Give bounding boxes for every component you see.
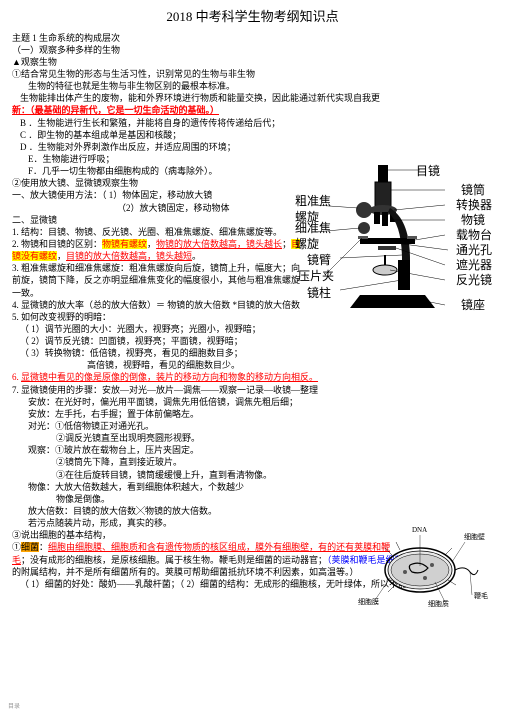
- label-jingbi: 镜臂: [307, 252, 331, 268]
- label-jingzuo: 镜座: [461, 297, 485, 313]
- label-bianmao: 鞭毛: [474, 592, 488, 601]
- label-tongguangkong: 通光孔: [456, 242, 492, 258]
- para-3-1: 1. 结构：目镜、物镜、反光镜、光圈、粗准焦螺旋、细准焦螺旋等。: [12, 226, 302, 238]
- para-1-red: 新：（最基础的异新代，它是一切生命活动的基础。）: [12, 104, 493, 116]
- para-3-7-8: 物像：大放大倍数越大，看到细胞体积越大，个数越少: [12, 481, 362, 493]
- page-title: 2018 中考科学生物考纲知识点: [12, 8, 493, 26]
- para-3-7-6: ②镜筒先下降，直到接近玻片。: [12, 456, 362, 468]
- para-3-5-3: （ 3）转换物镜：低倍镜，视野亮，看见的细胞数目多；: [12, 347, 493, 359]
- para-3-2: 2. 物镜和目镜的区别：物镜有螺纹，物镜的放大倍数越高，镜头越长；目镜没有螺纹，…: [12, 238, 302, 262]
- para-1-main: ①结合常见生物的形态与生活习性，识别常见的生物与非生物: [12, 68, 493, 80]
- heading-sub1: （一）观察多种多样的生物: [12, 44, 493, 56]
- hl-orange: 细菌: [21, 542, 39, 552]
- para-2: ②使用放大镜、显微镜观察生物: [12, 177, 302, 189]
- label-xizhunjiao: 细准焦螺旋: [295, 220, 335, 252]
- para-3: 二、显微镜: [12, 214, 302, 226]
- red-1: 物镜的放大倍数越高，镜头越长: [156, 239, 282, 249]
- p3-6-num: 6.: [12, 372, 21, 382]
- para-d: D ．生物能对外界刺激作出反应，并适应周围的环境；: [12, 141, 493, 153]
- para-3-7-3: 对光：①低倍物镜正对通光孔。: [12, 420, 362, 432]
- p4b: ；没有成形的细胞核，是原核细胞。属于核生物。鞭毛则是细菌的运动器官；: [21, 555, 327, 565]
- para-3-2b: ，: [147, 239, 156, 249]
- para-3-5-3b: 高倍镜，视野暗，看见的细胞数目少。: [12, 359, 493, 371]
- para-1-sub: 生物的特征也就是生物与非生物区别的最根本标准。: [12, 80, 493, 92]
- para-c: C ．即生物的基本组成单是基因和核酸；: [12, 129, 493, 141]
- para-3-7-4: ②调反光镜直至出现明亮圆形视野。: [12, 432, 362, 444]
- para-3-7-7: ③在往后旋转目镜，镜筒缓缓慢上升，直到看清物像。: [12, 469, 362, 481]
- para-1-cont: 生物能排出体产生的废物，能和外界环境进行物质和能量交换，因此能通过新代实现自我更: [12, 92, 493, 104]
- para-3-7-1: 安放：在光好时，偏光用平面镜，调焦先用低倍镜，调焦先粗后细；: [12, 396, 493, 408]
- para-3-2d: ，: [57, 251, 66, 261]
- page-footer: 目录: [8, 703, 20, 711]
- para-3-7-5: 观察：①玻片放在载物台上，压片夹固定。: [12, 444, 362, 456]
- label-zheguangqi: 遮光器: [456, 257, 492, 273]
- p3-6-red: 显微镜中看见的像是原像的倒像，装片的移动方向和物象的移动方向相反。: [21, 372, 318, 382]
- para-3-7-11: 若污点随装片动，形成，真实的移。: [12, 517, 362, 529]
- red-2: 目镜的放大倍数越高，镜头越短: [66, 251, 192, 261]
- para-b: B ．生物能进行生长和繁殖，并能将自身的遗传传将传递给后代；: [12, 117, 493, 129]
- para-3-7: 7. 显微镜使用的步骤：安放—对光—放片—调焦——观察一记录—收镜—整理: [12, 384, 493, 396]
- p4-mao: 毛: [12, 555, 21, 565]
- label-xibaomo: 细胞膜: [358, 598, 379, 607]
- microscope-diagram: 目镜 镜筒 转换器 物镜 载物台 通光孔 遮光器 反光镜 镜座 粗准焦螺旋 细准…: [310, 160, 490, 330]
- hl-1: 物镜有螺纹: [102, 239, 147, 249]
- para-3-2c: ；: [282, 239, 291, 249]
- label-yapianjia: 压片夹: [298, 268, 334, 284]
- label-zaiwutai: 载物台: [456, 227, 492, 243]
- para-3-5-2: （ 2）调节反光镜：凹面镜，视野亮；平面镜，视野暗；: [12, 335, 493, 347]
- label-mujing: 目镜: [416, 163, 440, 179]
- para-3-2e: 。: [192, 251, 201, 261]
- heading-sub2: ▲观察生物: [12, 56, 493, 68]
- para-3-2a: 2. 物镜和目镜的区别：: [12, 239, 102, 249]
- para-3-3: 3. 粗准焦螺旋和细准焦螺旋：粗准焦螺旋向后旋，镜筒上升，幅度大；向前旋，镜筒下…: [12, 262, 302, 298]
- para-3-6: 6. 显微镜中看见的像是原像的倒像，装片的移动方向和物象的移动方向相反。: [12, 371, 493, 383]
- para-2-2: （2）放大镜固定，移动物体: [12, 202, 302, 214]
- label-fanguangjing: 反光镜: [456, 272, 492, 288]
- label-xibaozhiqu: 细胞质: [428, 600, 449, 609]
- para-3-7-10: 放大倍数：目镜的放大倍数╳物镜的放大倍数。: [12, 505, 362, 517]
- label-dna: DNA: [412, 526, 427, 535]
- label-wujing: 物镜: [461, 212, 485, 228]
- para-3-7-9: 物像是倒像。: [12, 493, 362, 505]
- label-xibaobi: 细胞壁: [464, 533, 485, 542]
- para-3-7-2: 安放：左手托，右手握；置于体前偏略左。: [12, 408, 493, 420]
- para-2-1: 一、放大镜使用方法：（ 1）物体固定，移动放大镜: [12, 189, 302, 201]
- bacteria-diagram: DNA 细胞壁 细胞膜 细胞质 鞭毛: [370, 530, 480, 610]
- label-zhuanhuanqi: 转换器: [456, 197, 492, 213]
- heading-topic: 主题 1 生命系统的构成层次: [12, 32, 493, 44]
- label-jingzhu: 镜柱: [307, 285, 331, 301]
- p4a: ：: [39, 542, 48, 552]
- p4-red1: 细胞由细胞膜、细胞质和含有遗传物质的核区组成，: [48, 542, 255, 552]
- label-jingtong: 镜筒: [461, 182, 485, 198]
